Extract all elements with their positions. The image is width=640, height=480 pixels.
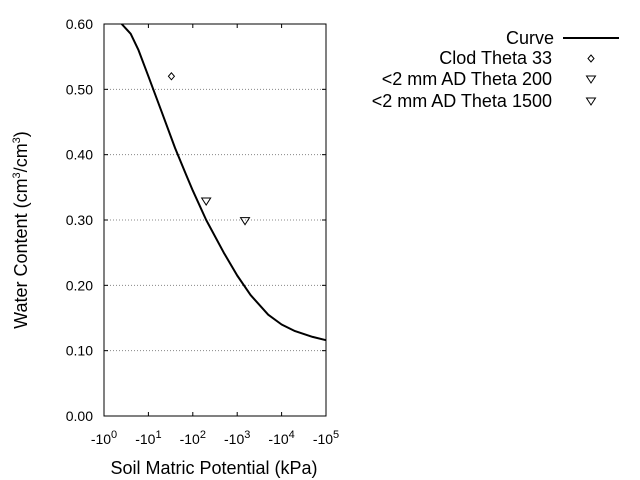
x-tick-label: -101 bbox=[135, 429, 161, 447]
legend-label-theta-1500: <2 mm AD Theta 1500 bbox=[372, 91, 552, 111]
legend-label-clod-theta-33: Clod Theta 33 bbox=[439, 48, 552, 68]
data-point-diamond bbox=[167, 71, 176, 81]
legend: Curve Clod Theta 33 <2 mm AD Theta 200 <… bbox=[372, 28, 619, 111]
y-tick-label: 0.20 bbox=[66, 277, 93, 293]
y-tick-label: 0.10 bbox=[66, 343, 93, 359]
legend-label-curve: Curve bbox=[506, 28, 554, 48]
legend-marker-diamond-icon bbox=[587, 54, 595, 63]
y-tick-label: 0.60 bbox=[66, 16, 93, 32]
y-tick-label: 0.30 bbox=[66, 212, 93, 228]
grid-lines bbox=[104, 88, 326, 352]
legend-marker-triangle-down-icon bbox=[585, 75, 597, 84]
x-tick-label: -103 bbox=[224, 429, 250, 447]
x-axis-ticks: -100 -101 -102 -103 -104 -105 bbox=[91, 24, 339, 447]
y-axis-ticks: 0.00 0.10 0.20 0.30 0.40 0.50 0.60 bbox=[66, 16, 326, 424]
legend-label-theta-200: <2 mm AD Theta 200 bbox=[382, 69, 552, 89]
x-tick-label: -102 bbox=[180, 429, 206, 447]
legend-marker-triangle-down-icon bbox=[585, 97, 597, 106]
x-tick-label: -104 bbox=[268, 429, 294, 447]
water-retention-curve bbox=[120, 23, 327, 342]
y-tick-label: 0.00 bbox=[66, 408, 93, 424]
x-axis-title: Soil Matric Potential (kPa) bbox=[110, 458, 317, 478]
y-tick-label: 0.50 bbox=[66, 81, 93, 97]
series-layer bbox=[120, 23, 327, 342]
data-point-triangle bbox=[200, 197, 212, 206]
x-tick-label: -100 bbox=[91, 429, 117, 447]
x-tick-label: -105 bbox=[313, 429, 339, 447]
data-point-triangle bbox=[239, 217, 251, 226]
y-axis-title: Water Content (cm3/cm3) bbox=[11, 131, 31, 329]
y-tick-label: 0.40 bbox=[66, 147, 93, 163]
